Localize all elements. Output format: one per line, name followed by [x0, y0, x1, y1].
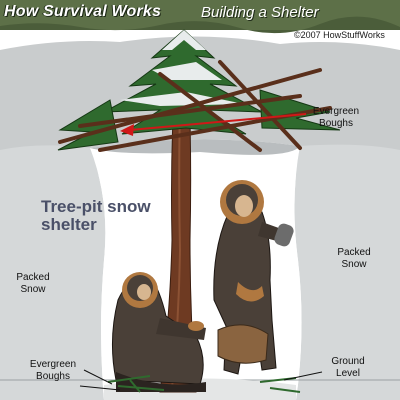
copyright-notice: ©2007 HowStuffWorks: [294, 30, 385, 40]
snow-wall-left: [0, 145, 106, 400]
bough-arrow: [120, 113, 307, 136]
brand-title: How Survival Works: [4, 3, 162, 20]
label-packed-snow-right: Packed Snow: [337, 247, 371, 270]
label-packed-snow-left: Packed Snow: [16, 272, 50, 295]
page-subtitle: Building a Shelter: [201, 4, 319, 21]
header-texture: [0, 16, 400, 34]
ground-boughs: [107, 375, 301, 393]
seated-person: [111, 272, 206, 392]
diagram-title: Tree-pit snow shelter: [41, 197, 151, 234]
leader-lines: [79, 369, 323, 391]
standing-person: [213, 180, 294, 375]
label-evergreen-boughs-top: Evergreen Boughs: [312, 106, 360, 129]
canopy-snow: [120, 30, 244, 106]
snow-wall-right: [294, 144, 400, 400]
label-ground-level: Ground Level: [331, 356, 365, 379]
label-evergreen-boughs-bottom: Evergreen Boughs: [29, 359, 77, 382]
